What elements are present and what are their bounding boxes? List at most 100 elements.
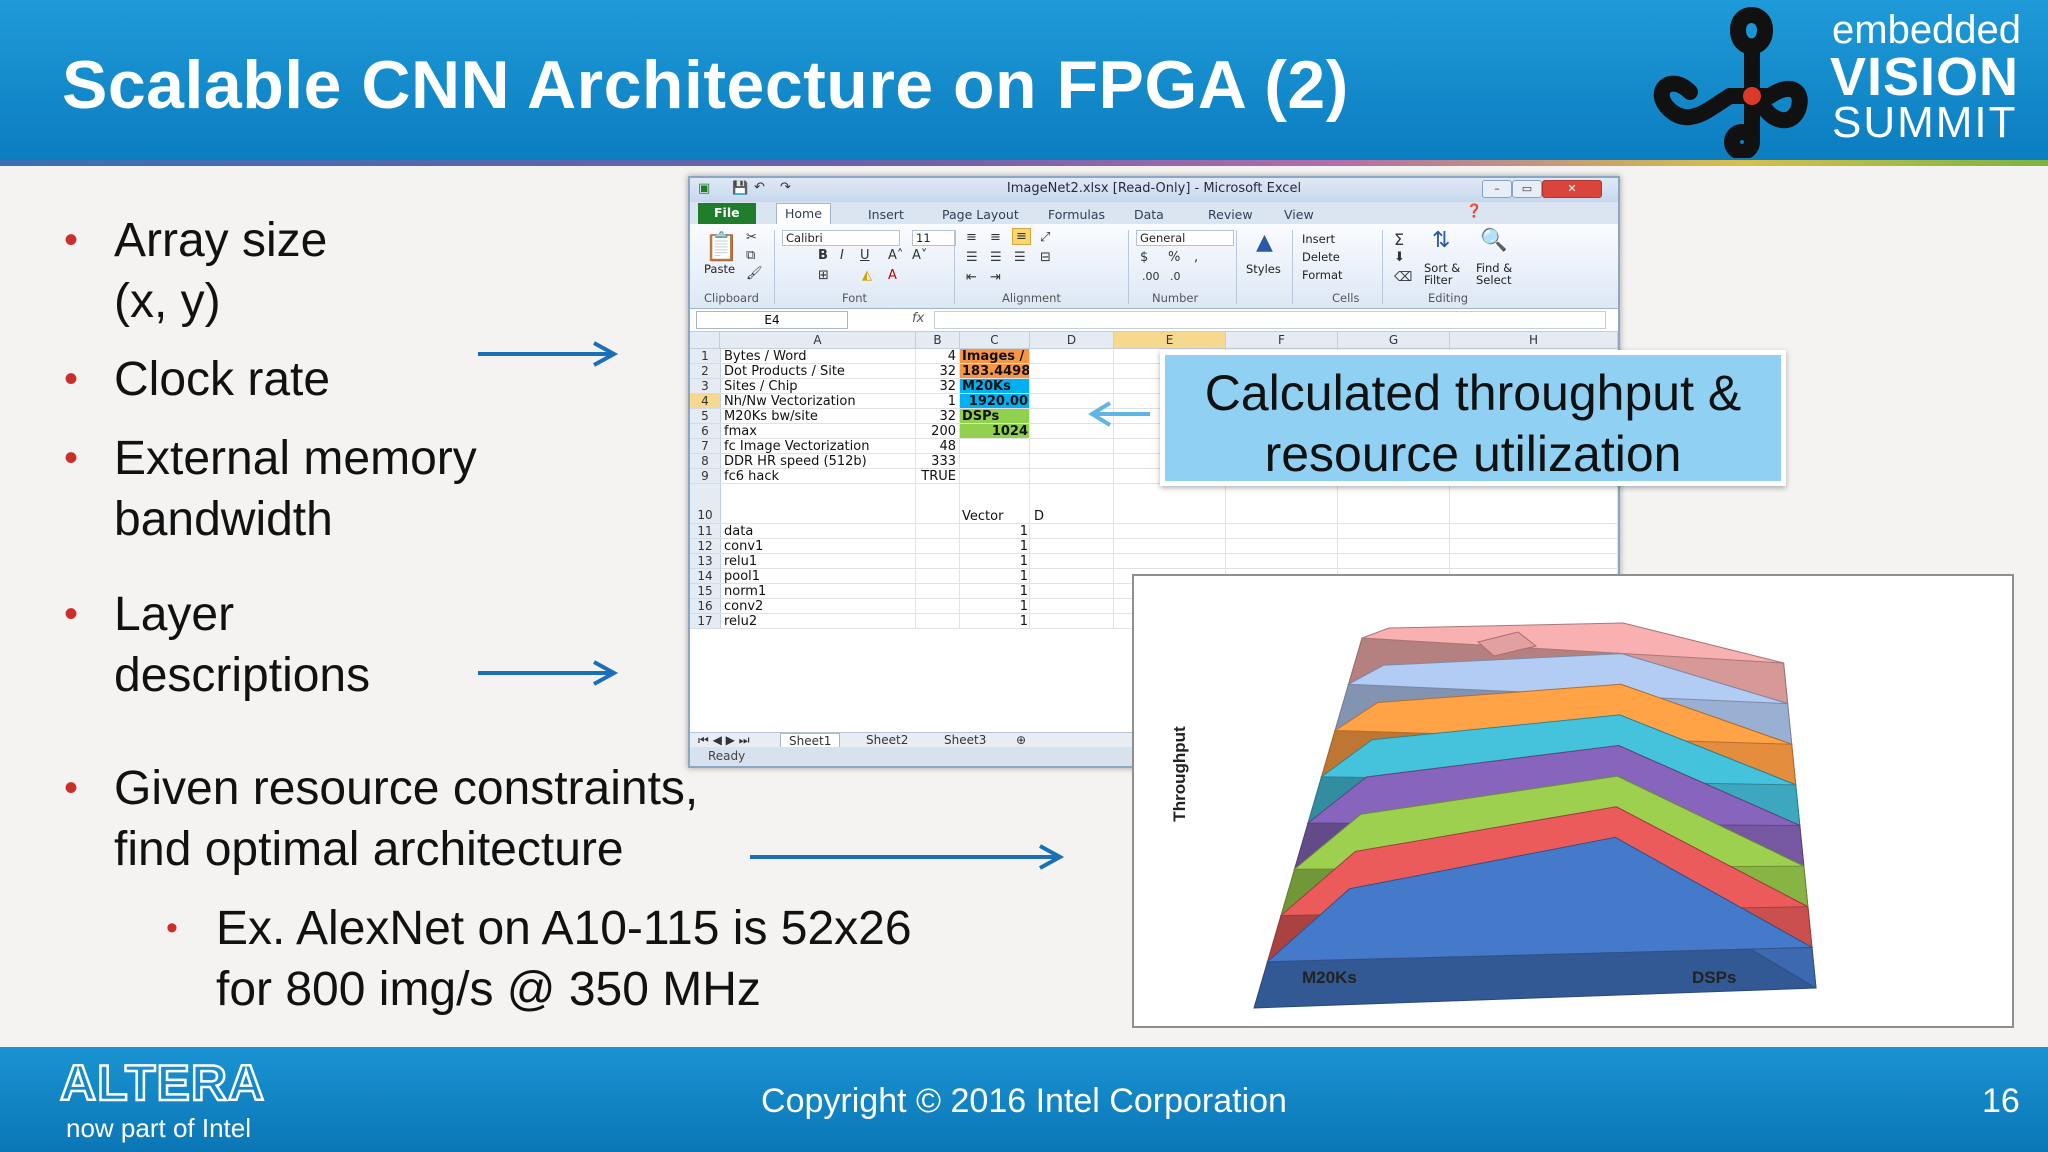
shrink-font-icon[interactable]: A˅	[912, 248, 928, 263]
row-header[interactable]: 17	[690, 614, 721, 629]
cell-c[interactable]: Vector	[962, 509, 1004, 523]
column-header[interactable]: H	[1450, 332, 1618, 349]
tab-review[interactable]: Review	[1208, 207, 1253, 222]
cell-c[interactable]: 1024	[960, 424, 1030, 438]
autosum-icon[interactable]: Σ	[1394, 230, 1405, 249]
tab-insert[interactable]: Insert	[868, 207, 904, 222]
cell-b[interactable]: TRUE	[921, 469, 956, 484]
cell-b[interactable]: 32	[939, 364, 956, 379]
cell-b[interactable]: 200	[931, 424, 956, 439]
row-header[interactable]: 6	[690, 424, 721, 439]
cell-a[interactable]: pool1	[724, 569, 761, 584]
cell-d[interactable]: D	[1034, 509, 1045, 524]
cell-b[interactable]: 4	[947, 349, 956, 364]
delete-cells-button[interactable]: Delete	[1302, 250, 1340, 264]
fill-icon[interactable]: ⬇	[1394, 250, 1405, 265]
align-top-icon[interactable]: ≡	[966, 230, 977, 245]
row-header[interactable]: 3	[690, 379, 721, 394]
row-header[interactable]: 11	[690, 524, 721, 539]
cell-a[interactable]: fmax	[724, 424, 757, 439]
row-header[interactable]: 8	[690, 454, 721, 469]
column-header[interactable]: B	[916, 332, 960, 349]
merge-center-icon[interactable]: ⊟	[1040, 250, 1051, 265]
minimize-button[interactable]: –	[1482, 180, 1512, 198]
cell-c[interactable]	[960, 454, 1030, 468]
cell-a[interactable]: Nh/Nw Vectorization	[724, 394, 856, 409]
row-header[interactable]: 5	[690, 409, 721, 424]
cell-c[interactable]: 1	[1019, 569, 1028, 583]
row-header[interactable]: 7	[690, 439, 721, 454]
currency-icon[interactable]: $	[1140, 250, 1149, 265]
row-header[interactable]: 10	[690, 484, 721, 524]
cell-a[interactable]: relu2	[724, 614, 758, 629]
cell-a[interactable]: fc6 hack	[724, 469, 780, 484]
increase-decimal-icon[interactable]: .00	[1142, 270, 1160, 283]
row-header[interactable]: 2	[690, 364, 721, 379]
format-cells-button[interactable]: Format	[1302, 268, 1343, 282]
italic-icon[interactable]: I	[840, 248, 844, 263]
font-size-select[interactable]: 11	[912, 230, 956, 246]
decrease-indent-icon[interactable]: ⇤	[966, 270, 977, 285]
cell-b[interactable]: 32	[939, 409, 956, 424]
formula-input[interactable]	[934, 311, 1606, 329]
tab-home[interactable]: Home	[776, 203, 831, 227]
cell-c[interactable]: 1	[1019, 599, 1028, 613]
cell-a[interactable]: fc Image Vectorization	[724, 439, 870, 454]
cell-b[interactable]: 1	[947, 394, 956, 409]
column-header[interactable]: C	[960, 332, 1030, 349]
clipboard-icon[interactable]: 📋	[704, 230, 739, 263]
column-header[interactable]: G	[1338, 332, 1450, 349]
column-header[interactable]: F	[1226, 332, 1338, 349]
column-header[interactable]: E	[1114, 332, 1226, 349]
insert-sheet-icon[interactable]: ⊕	[1016, 733, 1027, 747]
styles-button[interactable]: Styles	[1246, 262, 1281, 276]
cell-c[interactable]	[960, 469, 1030, 483]
sort-filter-icon[interactable]: ⇅	[1432, 228, 1451, 253]
help-icon[interactable]: ❓	[1466, 204, 1483, 219]
sheet-tab-sheet2[interactable]: Sheet2	[866, 733, 909, 747]
column-header[interactable]: A	[720, 332, 916, 349]
undo-icon[interactable]: ↶	[754, 180, 765, 195]
row-header[interactable]: 13	[690, 554, 721, 569]
orientation-icon[interactable]: ⤢	[1040, 230, 1051, 245]
fx-icon[interactable]: fx	[912, 311, 925, 326]
align-left-icon[interactable]: ☰	[966, 250, 978, 265]
tab-formulas[interactable]: Formulas	[1048, 207, 1106, 222]
row-header[interactable]: 1	[690, 349, 721, 364]
align-right-icon[interactable]: ☰	[1014, 250, 1026, 265]
align-middle-icon[interactable]: ≡	[990, 230, 1001, 245]
row-header[interactable]: 14	[690, 569, 721, 584]
font-color-icon[interactable]: A	[888, 268, 897, 283]
cell-a[interactable]: DDR HR speed (512b)	[724, 454, 867, 469]
fill-color-icon[interactable]: ◭	[862, 268, 872, 283]
row-header[interactable]: 9	[690, 469, 721, 484]
save-icon[interactable]: 💾	[732, 181, 749, 196]
format-painter-icon[interactable]: 🖌	[746, 266, 763, 281]
paste-button[interactable]: Paste	[704, 262, 736, 276]
select-all-corner[interactable]	[690, 332, 720, 349]
find-select-button[interactable]: Find & Select	[1476, 261, 1513, 287]
cell-c[interactable]: DSPs	[960, 409, 1030, 423]
copy-icon[interactable]: ⧉	[746, 248, 756, 263]
cell-c[interactable]: 1	[1019, 554, 1028, 568]
grow-font-icon[interactable]: A˄	[888, 248, 904, 263]
number-format-select[interactable]: General	[1136, 230, 1234, 246]
find-select-icon[interactable]: 🔍	[1480, 228, 1508, 253]
comma-icon[interactable]: ,	[1194, 250, 1199, 265]
row-header[interactable]: 15	[690, 584, 721, 599]
percent-icon[interactable]: %	[1168, 250, 1181, 265]
spreadsheet-grid[interactable]: A B C D E F G H 1 Bytes / Word 4 Images / s 2 Dot Pro…	[690, 332, 1618, 732]
row-header[interactable]: 12	[690, 539, 721, 554]
cell-b[interactable]: 48	[939, 439, 956, 454]
tab-view[interactable]: View	[1284, 207, 1314, 222]
cell-c[interactable]: 1	[1019, 539, 1028, 553]
increase-indent-icon[interactable]: ⇥	[990, 270, 1001, 285]
cell-b[interactable]: 32	[939, 379, 956, 394]
name-box[interactable]: E4	[696, 311, 848, 329]
cell-c[interactable]: 1	[1019, 614, 1028, 628]
row-header[interactable]: 4	[690, 394, 721, 409]
cell-a[interactable]: Sites / Chip	[724, 379, 798, 394]
sheet-tab-sheet3[interactable]: Sheet3	[944, 733, 987, 747]
sheet-nav-icon[interactable]: ⏮ ◀ ▶ ⏭	[698, 733, 750, 747]
borders-icon[interactable]: ⊞	[818, 268, 829, 283]
